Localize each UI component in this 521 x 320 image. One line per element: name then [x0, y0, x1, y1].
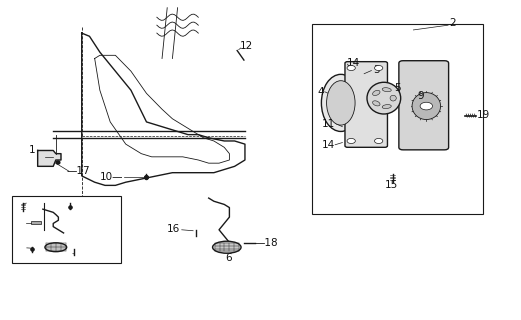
FancyBboxPatch shape [399, 61, 449, 150]
Circle shape [375, 66, 383, 70]
Text: 12: 12 [240, 41, 253, 52]
Text: —18: —18 [254, 238, 278, 248]
Ellipse shape [45, 243, 67, 252]
Ellipse shape [373, 90, 380, 95]
Bar [312, 24, 483, 214]
Text: 7: 7 [41, 197, 47, 206]
Text: 1: 1 [29, 146, 35, 156]
Text: 6: 6 [225, 253, 232, 263]
Ellipse shape [412, 92, 441, 120]
Text: —17: —17 [66, 166, 90, 176]
Ellipse shape [213, 241, 241, 253]
Text: —10: —10 [71, 200, 92, 209]
Bar [31, 221, 41, 224]
Ellipse shape [382, 88, 391, 92]
Text: 9: 9 [417, 91, 424, 101]
Text: 8—: 8— [15, 218, 29, 227]
Text: 15—: 15— [15, 243, 35, 252]
Text: 5: 5 [394, 83, 401, 93]
Text: 10—: 10— [100, 172, 123, 182]
Circle shape [375, 139, 383, 143]
Text: 15: 15 [385, 180, 398, 190]
Circle shape [347, 66, 355, 70]
Ellipse shape [382, 105, 391, 108]
Text: FR.: FR. [27, 255, 44, 264]
Ellipse shape [373, 101, 380, 106]
Text: 14: 14 [321, 140, 334, 150]
Text: 13—: 13— [15, 198, 35, 207]
Polygon shape [38, 150, 61, 166]
Ellipse shape [327, 81, 355, 125]
Text: 3: 3 [374, 65, 380, 75]
Bar [12, 196, 120, 263]
Text: 4: 4 [317, 87, 324, 97]
Ellipse shape [390, 95, 396, 101]
Text: 2: 2 [450, 18, 456, 28]
Ellipse shape [367, 82, 401, 114]
Text: 11: 11 [321, 118, 334, 129]
Ellipse shape [321, 74, 360, 132]
Text: —18: —18 [75, 249, 95, 258]
Text: 16: 16 [167, 224, 180, 234]
Text: 19: 19 [477, 110, 490, 120]
Circle shape [420, 102, 432, 110]
Circle shape [347, 139, 355, 143]
Text: 14: 14 [346, 58, 360, 68]
FancyBboxPatch shape [345, 62, 388, 147]
